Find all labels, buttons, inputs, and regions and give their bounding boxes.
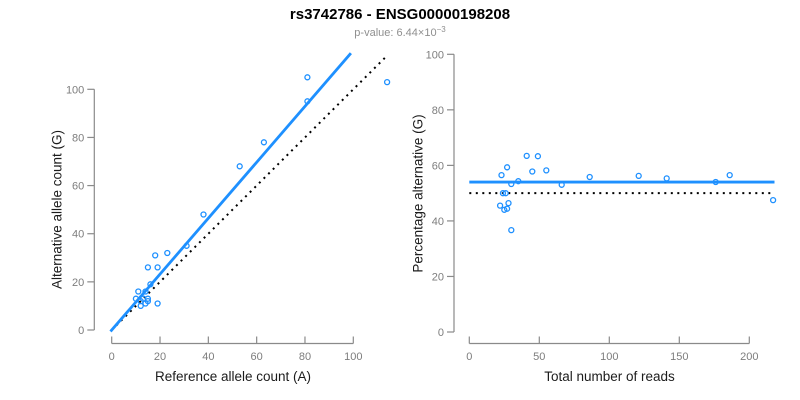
data-point [543, 167, 550, 174]
right-xaxis-title: Total number of reads [544, 369, 675, 384]
y-tick-label: 80 [432, 105, 444, 117]
data-point [135, 288, 142, 295]
y-tick-label: 80 [72, 132, 84, 144]
x-tick-label: 50 [533, 351, 545, 363]
data-point [502, 190, 509, 197]
y-tick-label: 0 [78, 325, 84, 337]
x-tick-label: 0 [466, 351, 472, 363]
data-point [508, 180, 515, 188]
data-point [236, 163, 243, 170]
figure-title: rs3742786 - ENSG00000198208 [289, 6, 511, 23]
figure-subtitle: p-value: 6.44×10−3 [0, 25, 800, 39]
right-yaxis-title: Percentage alternative (G) [410, 114, 426, 273]
data-point [152, 252, 159, 259]
left-x-axis [111, 336, 354, 345]
y-tick-label: 20 [432, 271, 444, 283]
x-tick-label: 20 [154, 351, 166, 363]
data-point [503, 164, 511, 171]
data-point [586, 173, 593, 181]
data-point [144, 264, 152, 271]
data-point [712, 178, 719, 186]
left-yaxis-title: Alternative allele count (G) [49, 129, 65, 290]
data-point [499, 190, 507, 197]
left-xaxis-title: Reference allele count (A) [154, 369, 312, 384]
left-y-axis [87, 88, 95, 331]
y-tick-label: 100 [426, 49, 444, 61]
regression-line [109, 52, 352, 333]
data-point [508, 226, 515, 234]
data-point [154, 264, 161, 271]
x-tick-label: 80 [299, 351, 311, 363]
data-point [154, 300, 161, 307]
data-point [534, 153, 542, 160]
identity-line [110, 54, 388, 331]
data-point [726, 171, 733, 179]
data-point [515, 178, 522, 185]
x-tick-label: 200 [740, 351, 758, 363]
x-tick-label: 40 [202, 351, 214, 363]
data-point [529, 168, 536, 175]
data-point [164, 249, 171, 257]
x-tick-label: 60 [251, 351, 263, 363]
right-plot: 0 50 100 150 200 0 20 40 60 80 100 [426, 49, 777, 363]
data-point [147, 281, 154, 288]
data-point [505, 199, 512, 207]
data-point [132, 295, 140, 302]
y-tick-label: 60 [72, 181, 84, 193]
y-tick-label: 0 [438, 327, 444, 339]
data-point [769, 196, 777, 204]
data-point [142, 288, 149, 295]
data-point [142, 300, 149, 307]
data-point [304, 74, 311, 81]
y-tick-label: 100 [66, 84, 84, 96]
x-tick-label: 100 [600, 351, 618, 363]
pvalue-exponent: −3 [436, 25, 446, 34]
data-point [558, 181, 565, 188]
x-tick-label: 150 [670, 351, 688, 363]
data-point [200, 211, 207, 218]
data-point [501, 206, 508, 213]
right-x-axis [468, 336, 750, 345]
y-tick-label: 20 [72, 277, 84, 289]
data-point [183, 242, 190, 249]
data-point [523, 152, 530, 160]
pvalue-text: p-value: 6.44×10 [354, 27, 437, 39]
data-point [498, 171, 505, 179]
data-point [260, 139, 268, 146]
x-tick-label: 0 [109, 351, 115, 363]
data-point [137, 302, 144, 310]
data-point [635, 172, 642, 180]
y-tick-label: 40 [432, 216, 444, 228]
data-point [663, 175, 670, 182]
right-points [496, 152, 777, 234]
data-point [383, 78, 391, 86]
left-plot: 0 20 40 60 80 100 0 20 40 60 80 100 [66, 52, 391, 363]
data-point [496, 202, 504, 209]
right-y-axis [447, 53, 455, 333]
left-points [132, 74, 391, 310]
data-point [304, 98, 311, 105]
y-tick-label: 40 [72, 229, 84, 241]
y-tick-label: 60 [432, 160, 444, 172]
x-tick-label: 100 [344, 351, 362, 363]
data-point [144, 295, 152, 302]
